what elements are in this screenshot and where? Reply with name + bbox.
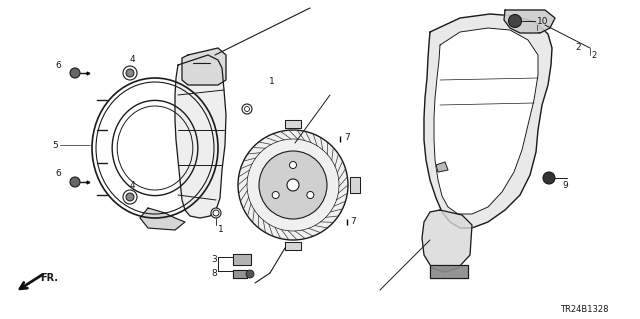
Circle shape <box>126 69 134 77</box>
Polygon shape <box>436 162 448 172</box>
Text: 10: 10 <box>537 17 548 26</box>
Circle shape <box>244 107 250 112</box>
Text: 1: 1 <box>269 78 275 86</box>
Text: 7: 7 <box>344 132 349 142</box>
Text: 6: 6 <box>55 169 61 179</box>
Polygon shape <box>175 55 226 218</box>
Polygon shape <box>424 14 552 228</box>
Polygon shape <box>430 265 468 278</box>
Text: FR.: FR. <box>40 273 58 283</box>
Circle shape <box>246 270 254 278</box>
Polygon shape <box>182 48 226 85</box>
Text: 2: 2 <box>591 50 596 60</box>
Circle shape <box>289 161 296 168</box>
Polygon shape <box>422 210 472 272</box>
Circle shape <box>272 191 279 198</box>
Polygon shape <box>504 10 555 33</box>
Text: 2: 2 <box>575 43 580 53</box>
Text: 5: 5 <box>52 140 58 150</box>
Circle shape <box>70 177 80 187</box>
Text: 7: 7 <box>350 218 356 226</box>
Text: 3: 3 <box>211 255 217 263</box>
Circle shape <box>287 179 299 191</box>
Circle shape <box>259 151 327 219</box>
Polygon shape <box>285 120 301 128</box>
Circle shape <box>70 68 80 78</box>
Polygon shape <box>140 208 185 230</box>
Circle shape <box>307 191 314 198</box>
Circle shape <box>543 172 555 184</box>
Circle shape <box>238 130 348 240</box>
Circle shape <box>123 66 137 80</box>
Circle shape <box>242 104 252 114</box>
Circle shape <box>126 193 134 201</box>
Polygon shape <box>434 28 538 214</box>
Polygon shape <box>233 270 247 278</box>
Text: 9: 9 <box>562 181 568 189</box>
Text: 1: 1 <box>218 225 224 234</box>
Text: 4: 4 <box>129 182 135 190</box>
Text: 4: 4 <box>129 56 135 64</box>
Circle shape <box>509 14 522 27</box>
Circle shape <box>123 190 137 204</box>
Polygon shape <box>285 242 301 250</box>
Circle shape <box>213 210 219 216</box>
Text: ─: ─ <box>537 30 541 36</box>
Circle shape <box>211 208 221 218</box>
Text: 6: 6 <box>55 61 61 70</box>
Polygon shape <box>350 177 360 193</box>
Text: TR24B1328: TR24B1328 <box>560 306 609 315</box>
Text: 8: 8 <box>211 270 217 278</box>
Polygon shape <box>233 254 251 265</box>
